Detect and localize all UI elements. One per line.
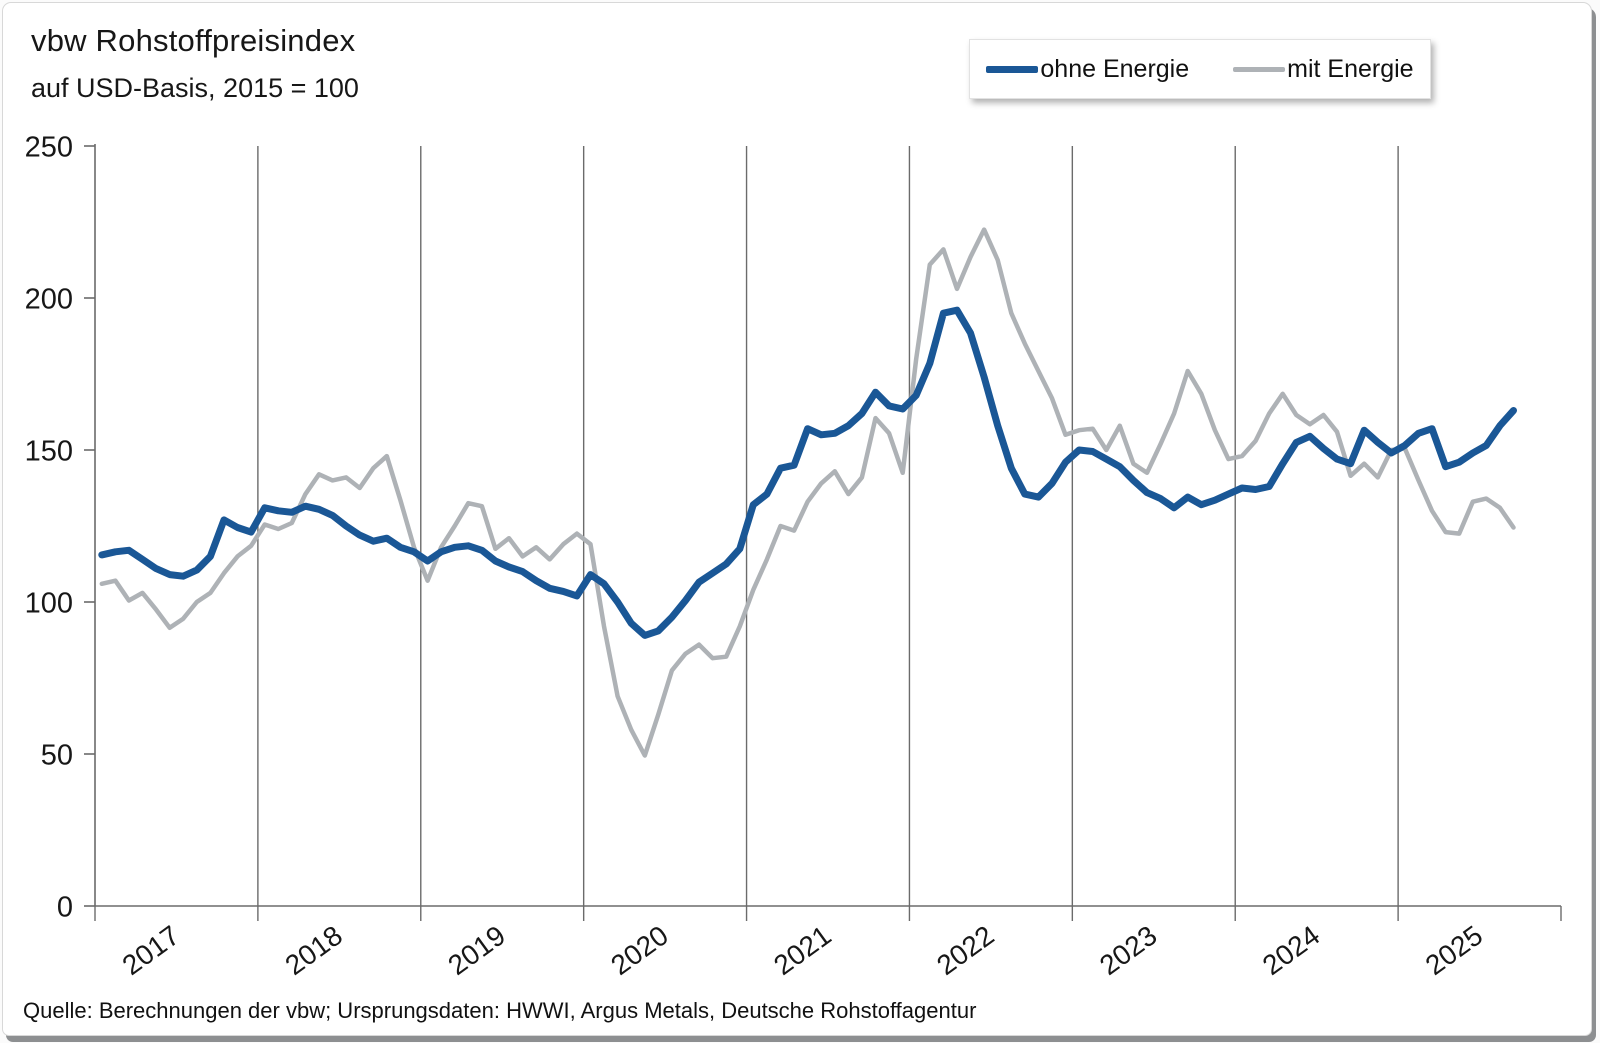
x-axis-label: 2021 (768, 919, 837, 981)
y-axis-label: 100 (25, 587, 73, 619)
y-axis-label: 200 (25, 283, 73, 315)
y-axis-label: 0 (57, 891, 73, 923)
page-title: vbw Rohstoffpreisindex (31, 23, 356, 58)
y-axis-label: 50 (41, 739, 73, 771)
legend-item-mit-energie: mit Energie (1233, 54, 1414, 84)
x-axis-label: 2017 (117, 919, 186, 981)
series-line-ohne-energie (98, 306, 1517, 639)
x-axis-label: 2018 (279, 919, 348, 981)
legend-item-ohne-energie: ohne Energie (986, 55, 1189, 84)
x-axis-label: 2023 (1094, 919, 1163, 981)
y-axis-label: 250 (25, 131, 73, 163)
legend-label: ohne Energie (1040, 54, 1190, 83)
ohne-energie-line-swatch (986, 65, 1039, 73)
chart-legend: ohne Energie mit Energie (969, 39, 1431, 99)
series-line-mit-energie (99, 227, 1516, 758)
x-axis-label: 2025 (1420, 919, 1489, 981)
source-note: Quelle: Berechnungen der vbw; Ursprungsd… (23, 998, 977, 1023)
x-axis-label: 2019 (442, 919, 511, 981)
y-axis-label: 150 (25, 435, 73, 467)
legend-label: mit Energie (1287, 54, 1414, 83)
x-axis-label: 2022 (931, 919, 1000, 981)
line-chart: 250 200 150 100 50 0 2017 2018 2019 2020 2021 2022 2… (25, 131, 1562, 981)
x-axis-label: 2020 (605, 919, 674, 981)
mit-energie-line-swatch (1233, 66, 1286, 72)
page-subtitle: auf USD-Basis, 2015 = 100 (31, 73, 359, 103)
x-axis-label: 2024 (1257, 919, 1326, 981)
